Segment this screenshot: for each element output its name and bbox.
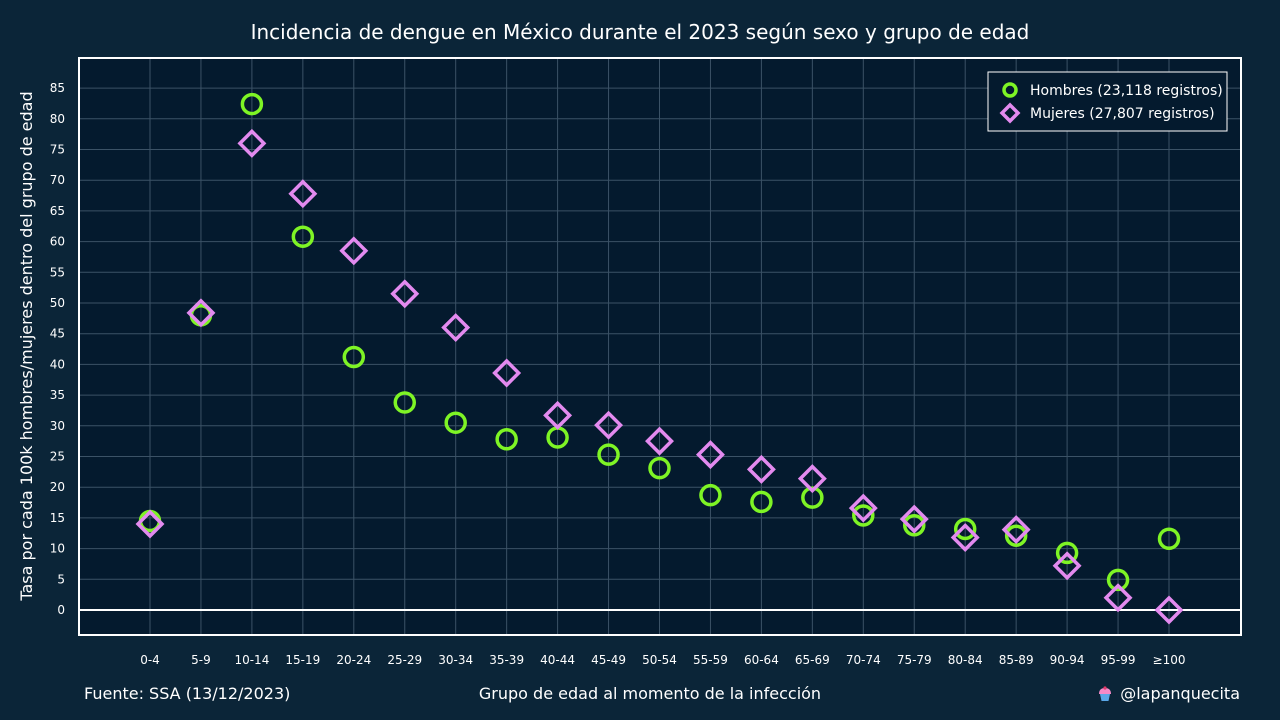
y-tick-label: 35 [50, 388, 65, 402]
y-tick-label: 15 [50, 511, 65, 525]
data-point [899, 504, 929, 534]
data-point [750, 490, 773, 514]
data-point [1055, 541, 1079, 565]
data-point [441, 313, 471, 343]
data-point [903, 514, 926, 537]
x-tick-label: 30-34 [438, 653, 473, 667]
x-tick-label: 90-94 [1050, 653, 1085, 667]
data-point [495, 428, 518, 451]
data-point [953, 517, 977, 541]
legend-marker [999, 102, 1021, 124]
data-point [543, 400, 573, 430]
data-point [699, 483, 722, 507]
data-point [342, 345, 366, 369]
x-tick-label: 45-49 [591, 653, 626, 667]
x-axis: 0-4 5-9 10-14 15-19 20-24 25-29 30-34 35-39 40-4… [140, 653, 1185, 667]
y-axis-title: Tasa por cada 100k hombres/mujeres dentr… [17, 91, 36, 601]
data-point [1004, 524, 1028, 547]
data-point [444, 411, 467, 434]
data-point [848, 493, 878, 523]
data-point [1001, 515, 1031, 545]
data-point [645, 426, 674, 456]
x-axis-title: Grupo de edad al momento de la infección [479, 684, 821, 703]
data-point [237, 128, 267, 158]
x-tick-label: 20-24 [336, 653, 371, 667]
x-tick-label: 95-99 [1101, 653, 1136, 667]
x-tick-label: ≥100 [1153, 653, 1186, 667]
y-tick-label: 20 [50, 480, 65, 494]
data-point [1157, 527, 1181, 551]
data-point [135, 509, 165, 539]
legend: Hombres (23,118 registros) Mujeres (27,80… [987, 71, 1228, 132]
data-point [1154, 595, 1184, 625]
data-point [492, 358, 522, 388]
x-tick-label: 60-64 [744, 653, 779, 667]
y-tick-label: 65 [50, 204, 65, 218]
source-label: Fuente: SSA (13/12/2023) [84, 684, 291, 703]
author-handle: @lapanquecita [1096, 684, 1240, 703]
data-point [648, 456, 671, 480]
x-tick-label: 55-59 [693, 653, 728, 667]
data-point [240, 92, 264, 116]
legend-label: Hombres (23,118 registros) [1030, 83, 1223, 99]
y-axis: 0 5 10 15 20 25 30 35 40 45 50 55 60 65 70 75 80 85 [50, 81, 65, 617]
x-tick-label: 85-89 [999, 653, 1034, 667]
y-tick-label: 80 [50, 112, 65, 126]
series-mujeres [135, 128, 1184, 625]
data-point [291, 225, 315, 248]
data-point [393, 391, 416, 414]
x-tick-label: 40-44 [540, 653, 575, 667]
data-point [186, 298, 216, 328]
data-point [746, 454, 776, 484]
y-tick-label: 85 [50, 81, 65, 95]
data-point [1106, 568, 1130, 592]
data-point [852, 504, 875, 527]
x-tick-label: 65-69 [795, 653, 830, 667]
legend-box [987, 71, 1228, 132]
y-tick-label: 50 [50, 296, 65, 310]
y-tick-label: 5 [57, 572, 65, 586]
y-tick-label: 30 [50, 419, 65, 433]
data-point [1103, 583, 1133, 613]
x-tick-label: 10-14 [234, 653, 269, 667]
handle-text: @lapanquecita [1120, 684, 1240, 703]
y-tick-label: 75 [50, 143, 65, 157]
x-tick-label: 0-4 [140, 653, 160, 667]
x-tick-label: 70-74 [846, 653, 881, 667]
x-tick-label: 5-9 [191, 653, 211, 667]
y-tick-label: 70 [50, 173, 65, 187]
data-point [390, 279, 420, 309]
data-point [288, 179, 318, 209]
y-tick-label: 55 [50, 265, 65, 279]
data-point [695, 440, 725, 470]
legend-label: Mujeres (27,807 registros) [1030, 106, 1215, 122]
y-tick-label: 10 [50, 542, 65, 556]
x-tick-label: 25-29 [387, 653, 422, 667]
plot-frame [78, 57, 1242, 636]
data-point [950, 523, 980, 553]
data-point [1052, 551, 1082, 581]
y-tick-label: 45 [50, 327, 65, 341]
y-tick-label: 25 [50, 450, 65, 464]
x-tick-label: 50-54 [642, 653, 677, 667]
y-tick-label: 40 [50, 357, 65, 371]
data-point [597, 443, 620, 466]
chart-title: Incidencia de dengue en México durante e… [250, 20, 1030, 44]
y-tick-label: 60 [50, 235, 65, 249]
x-tick-label: 80-84 [948, 653, 983, 667]
legend-marker [1002, 82, 1018, 98]
x-tick-label: 35-39 [489, 653, 524, 667]
x-tick-label: 75-79 [897, 653, 932, 667]
data-point [339, 236, 369, 266]
data-point [797, 464, 827, 494]
data-point [594, 410, 624, 440]
cupcake-icon [1099, 685, 1112, 701]
x-tick-label: 15-19 [285, 653, 320, 667]
y-tick-label: 0 [57, 603, 65, 617]
